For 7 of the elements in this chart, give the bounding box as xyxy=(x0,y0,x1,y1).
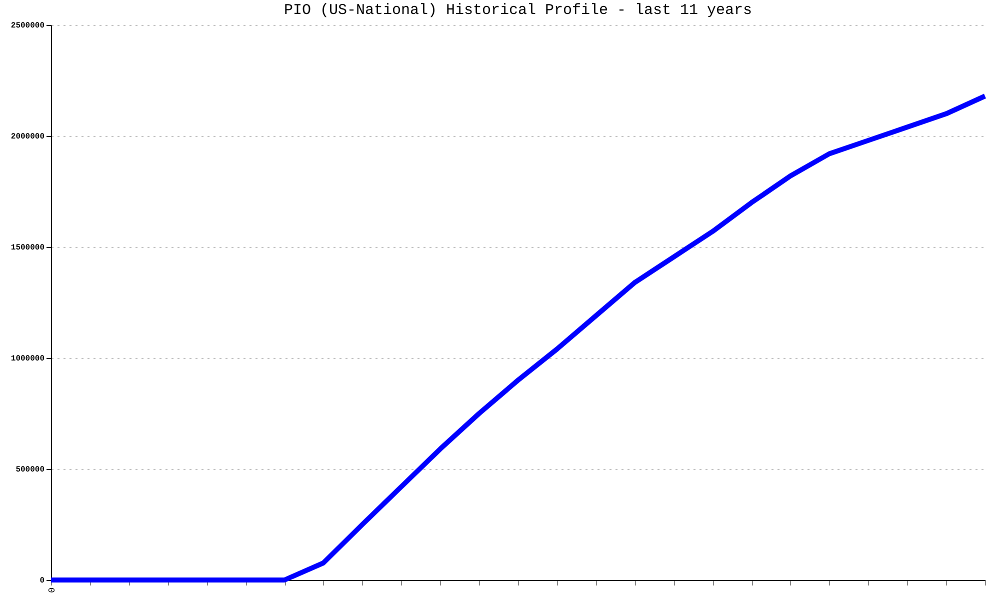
y-tick-label: 0 xyxy=(40,576,45,586)
y-tick-label: 1500000 xyxy=(10,244,45,252)
y-tick-label: 2000000 xyxy=(10,132,45,142)
y-tick-label: 1000000 xyxy=(10,354,45,364)
y-tick-label: 2500000 xyxy=(10,22,45,30)
y-tick-label: 500000 xyxy=(16,466,45,474)
chart-title: PIO (US-National) Historical Profile - last 11 years xyxy=(284,2,752,19)
